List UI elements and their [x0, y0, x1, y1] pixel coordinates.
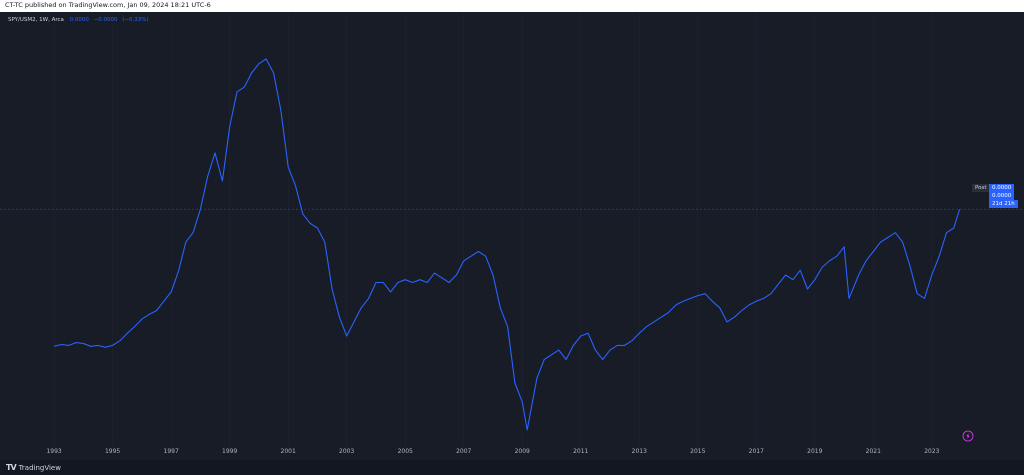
last-value: 0.0000 [989, 192, 1015, 200]
tradingview-logo-text: TradingView [18, 463, 61, 472]
flash-icon[interactable] [962, 430, 974, 442]
x-tick-label: 2003 [339, 448, 354, 455]
chart-area[interactable] [0, 12, 1024, 460]
chart-legend[interactable]: SPY/USM2, 1W, Arca 0.0000 −0.0000 (−0.33… [8, 17, 152, 23]
legend-values: 0.0000 −0.0000 (−0.33%) [70, 17, 152, 23]
footer-bar [0, 460, 1024, 475]
x-tick-label: 1995 [105, 448, 120, 455]
x-tick-label: 2005 [398, 448, 413, 455]
x-tick-label: 1997 [164, 448, 179, 455]
legend-change: −0.0000 [93, 17, 118, 23]
x-tick-label: 2009 [515, 448, 530, 455]
price-chart[interactable]: 1993 1995 1997 1999 2001 2003 2005 2007 2009 2011… [0, 12, 1024, 460]
grid-lines [53, 12, 933, 447]
tradingview-logo-icon: TV [6, 463, 17, 472]
x-tick-label: 2013 [632, 448, 647, 455]
post-value: 0.0000 [989, 184, 1015, 192]
time-axis: 1993 1995 1997 1999 2001 2003 2005 2007 2009 2011… [46, 448, 939, 455]
legend-symbol: SPY/USM2, 1W, Arca [8, 17, 64, 23]
x-tick-label: 2023 [924, 448, 939, 455]
legend-value: 0.0000 [69, 17, 89, 23]
tradingview-logo[interactable]: TV TradingView [6, 463, 61, 472]
published-info: CT-TC published on TradingView.com, Jan … [5, 1, 211, 9]
post-label: Post [972, 184, 990, 192]
publish-bar: CT-TC published on TradingView.com, Jan … [0, 0, 1024, 12]
series-line [53, 58, 961, 431]
x-tick-label: 2015 [690, 448, 705, 455]
x-tick-label: 2011 [573, 448, 588, 455]
x-tick-label: 2017 [749, 448, 764, 455]
legend-change-pct: (−0.33%) [122, 17, 149, 23]
x-tick-label: 2021 [866, 448, 881, 455]
x-tick-label: 2007 [456, 448, 471, 455]
x-tick-label: 1999 [222, 448, 237, 455]
bar-countdown: 21d 21h [989, 200, 1018, 208]
x-tick-label: 1993 [46, 448, 61, 455]
x-tick-label: 2001 [281, 448, 296, 455]
x-tick-label: 2019 [807, 448, 822, 455]
